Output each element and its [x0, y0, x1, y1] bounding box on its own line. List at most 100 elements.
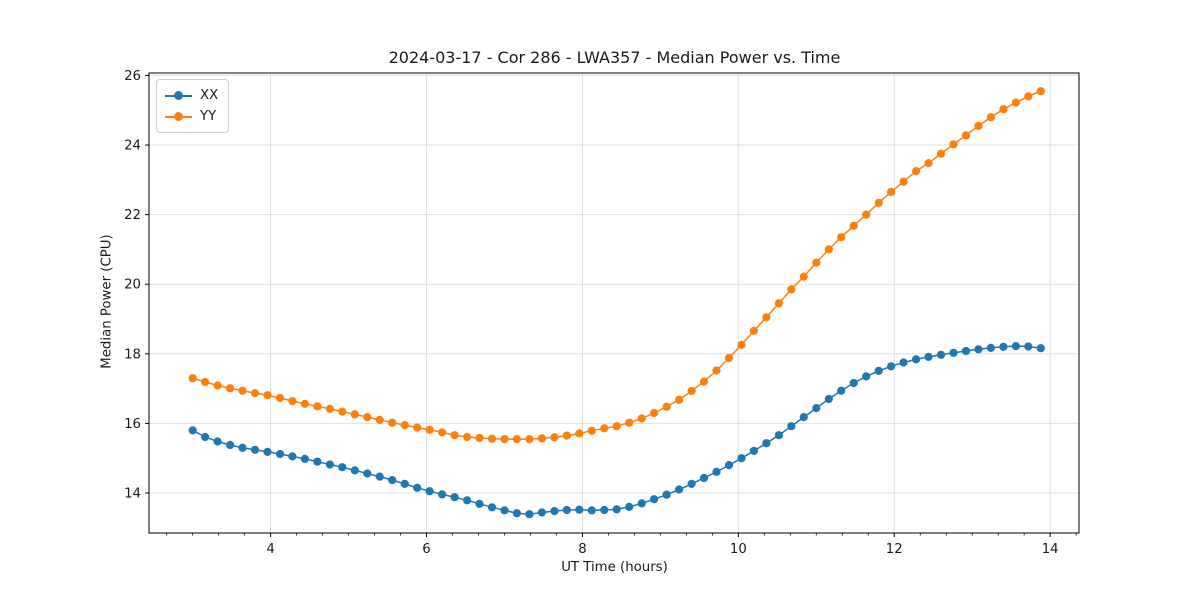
series-yy-marker	[887, 187, 896, 197]
legend: XX YY	[156, 79, 230, 133]
series-yy-marker	[201, 377, 210, 387]
series-yy-marker	[687, 386, 696, 396]
series-yy-marker	[375, 415, 384, 424]
series-yy-marker	[712, 366, 721, 375]
series-yy-marker	[288, 397, 297, 406]
series-xx-marker	[612, 505, 621, 514]
series-yy-marker	[463, 432, 472, 442]
series-yy-marker	[425, 425, 434, 434]
series-yy-marker	[749, 326, 759, 335]
series-yy-marker	[263, 391, 272, 400]
series-yy-marker	[438, 428, 447, 437]
series-yy-marker	[662, 402, 671, 411]
series-yy-marker	[699, 377, 709, 386]
series-yy-marker	[475, 433, 484, 443]
series-xx-marker	[450, 493, 459, 502]
series-xx-marker	[213, 437, 222, 446]
series-xx-marker	[1024, 342, 1033, 351]
series-xx-marker	[363, 469, 372, 478]
series-yy-marker	[724, 353, 734, 363]
series-xx-marker	[375, 472, 384, 481]
series-xx-marker	[188, 426, 197, 435]
x-tick-label: 14	[1042, 542, 1059, 557]
series-xx-marker	[912, 355, 921, 364]
series-xx-marker	[874, 366, 883, 375]
series-yy-marker	[737, 340, 746, 349]
series-xx-marker	[438, 490, 447, 499]
series-xx-marker	[724, 461, 734, 470]
legend-item-xx: XX	[165, 85, 218, 106]
series-xx-marker	[762, 439, 771, 448]
series-xx-marker	[849, 378, 858, 388]
series-yy-marker	[487, 434, 497, 443]
series-yy-marker	[313, 402, 322, 411]
series-yy-marker	[924, 159, 933, 168]
series-xx-marker	[600, 505, 609, 515]
series-xx-marker	[525, 510, 534, 519]
series-xx-marker	[413, 483, 422, 492]
series-yy-marker	[275, 393, 285, 403]
series-yy-marker	[537, 434, 547, 443]
series-yy-marker	[550, 433, 559, 442]
series-yy-marker	[625, 418, 634, 427]
series-xx-marker	[986, 343, 996, 352]
y-tick-label: 18	[124, 347, 141, 362]
series-yy-marker	[388, 418, 397, 427]
series-yy-marker	[986, 113, 996, 122]
series-yy-marker	[238, 386, 247, 395]
series-xx-marker	[687, 479, 696, 488]
series-yy-marker	[575, 429, 584, 438]
series-xx-marker	[400, 479, 409, 488]
series-yy-marker	[812, 258, 821, 267]
series-xx-marker	[537, 508, 547, 517]
series-xx-marker	[575, 505, 584, 514]
series-yy-marker	[824, 245, 833, 254]
series-xx-marker	[550, 507, 559, 516]
series-yy-marker	[250, 389, 260, 398]
series-xx-marker	[325, 460, 334, 469]
series-xx-marker	[300, 454, 309, 463]
legend-item-yy: YY	[165, 106, 218, 127]
y-tick-label: 14	[124, 486, 141, 501]
x-tick-label: 4	[266, 542, 274, 557]
series-yy-marker	[587, 426, 596, 435]
y-axis-label: Median Power (CPU)	[99, 234, 115, 369]
series-xx-marker	[712, 467, 721, 476]
series-xx-marker	[824, 394, 833, 404]
series-yy-marker	[1036, 87, 1045, 96]
series-yy-marker	[363, 413, 372, 422]
series-yy-marker	[774, 299, 784, 308]
series-xx-marker	[226, 440, 235, 450]
series-xx-marker	[425, 487, 434, 496]
series-xx-marker	[650, 495, 659, 504]
series-yy-marker	[837, 233, 846, 242]
y-tick-label: 22	[124, 208, 141, 223]
series-xx-marker	[275, 449, 285, 459]
series-yy-marker	[300, 399, 309, 408]
y-tick-label: 24	[124, 139, 141, 154]
series-xx-marker	[961, 346, 971, 356]
series-yy-marker	[1024, 92, 1033, 101]
series-yy-marker	[650, 408, 659, 418]
series-yy-marker	[188, 374, 197, 383]
series-xx-marker	[288, 452, 297, 461]
series-yy-marker	[637, 414, 646, 423]
series-xx-marker	[837, 386, 846, 395]
x-tick-label: 8	[578, 542, 586, 557]
series-xx-marker	[512, 509, 522, 518]
series-xx-marker	[799, 413, 808, 422]
series-yy-marker	[500, 435, 509, 444]
series-xx-marker	[263, 447, 272, 456]
series-xx-marker	[201, 432, 210, 442]
series-xx-marker	[949, 348, 958, 357]
series-xx-marker	[1011, 342, 1021, 351]
series-xx-marker	[774, 431, 784, 440]
series-yy-marker	[400, 421, 409, 430]
series-yy-marker	[338, 407, 347, 416]
legend-swatch-yy-icon	[165, 111, 192, 122]
series-xx-marker	[562, 505, 571, 515]
series-yy-marker	[213, 381, 222, 390]
series-yy-marker	[999, 105, 1008, 114]
series-xx-marker	[812, 404, 821, 413]
